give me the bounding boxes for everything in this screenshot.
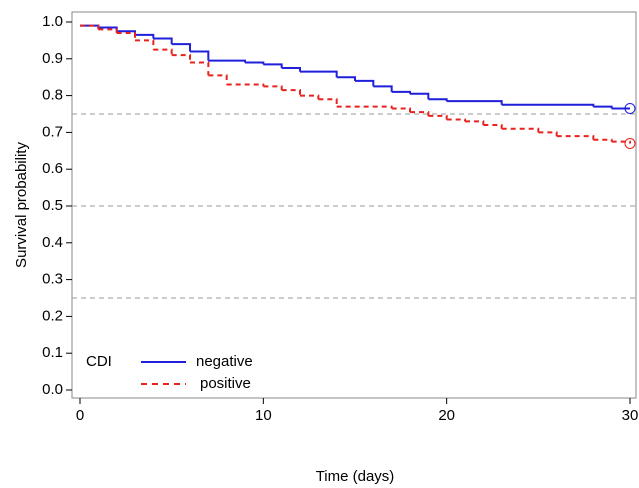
survival-step <box>538 131 558 137</box>
legend-title: CDI <box>86 353 112 370</box>
survival-step <box>355 79 375 87</box>
survival-step <box>171 54 191 63</box>
survival-step <box>226 83 265 87</box>
survival-step <box>446 100 503 105</box>
survival-step <box>410 111 430 116</box>
survival-step <box>318 98 338 107</box>
y-tick-label: 1.0 <box>42 13 63 30</box>
survival-step <box>483 124 503 129</box>
survival-step <box>135 33 155 39</box>
survival-step <box>501 127 540 133</box>
survival-step <box>281 67 301 72</box>
survival-step <box>611 140 631 144</box>
survival-step <box>446 118 466 122</box>
survival-step <box>300 70 338 78</box>
survival-step <box>428 98 448 102</box>
survival-step <box>135 39 155 50</box>
y-tick-label: 0.3 <box>42 271 63 288</box>
survival-step <box>116 32 136 41</box>
y-tick-label: 0.2 <box>42 307 63 324</box>
survival-step <box>153 48 173 56</box>
survival-step <box>593 138 613 142</box>
survival-step <box>336 105 393 109</box>
survival-step <box>190 61 210 76</box>
survival-step <box>263 85 283 91</box>
survival-step <box>245 61 265 65</box>
survival-step <box>98 28 118 34</box>
survival-step <box>428 114 448 120</box>
survival-step <box>391 107 411 113</box>
y-tick-label: 0.7 <box>42 123 63 140</box>
survival-step <box>465 120 485 126</box>
x-tick-label: 10 <box>255 407 272 424</box>
y-tick-label: 0.5 <box>42 197 63 214</box>
legend-label: negative <box>196 353 253 370</box>
survival-step <box>300 94 320 100</box>
survival-step <box>593 105 613 109</box>
survival-step <box>153 37 173 45</box>
x-tick-label: 30 <box>622 407 639 424</box>
survival-step <box>410 92 430 100</box>
x-tick-label: 0 <box>76 407 84 424</box>
legend-label: positive <box>200 375 251 392</box>
survival-step <box>556 135 595 140</box>
y-tick-label: 0.1 <box>42 344 63 361</box>
censor-marker <box>624 102 636 114</box>
survival-step <box>501 103 595 107</box>
y-tick-label: 0.9 <box>42 50 63 67</box>
survival-step <box>281 89 301 96</box>
survival-step <box>336 76 356 81</box>
survival-step <box>391 90 411 94</box>
survival-step <box>208 59 246 63</box>
censor-marker <box>624 137 636 149</box>
survival-step <box>171 43 191 52</box>
plot-frame <box>71 11 637 399</box>
x-tick-label: 20 <box>438 407 455 424</box>
survival-step <box>208 74 228 85</box>
survival-step <box>190 50 210 61</box>
y-tick-label: 0.0 <box>42 381 63 398</box>
y-tick-label: 0.6 <box>42 160 63 177</box>
x-axis-label: Time (days) <box>316 468 395 485</box>
survival-step <box>373 85 393 92</box>
survival-step <box>80 24 100 30</box>
survival-step <box>263 63 283 68</box>
y-tick-label: 0.4 <box>42 234 63 251</box>
y-tick-label: 0.8 <box>42 87 63 104</box>
y-axis-label: Survival probability <box>13 142 30 268</box>
